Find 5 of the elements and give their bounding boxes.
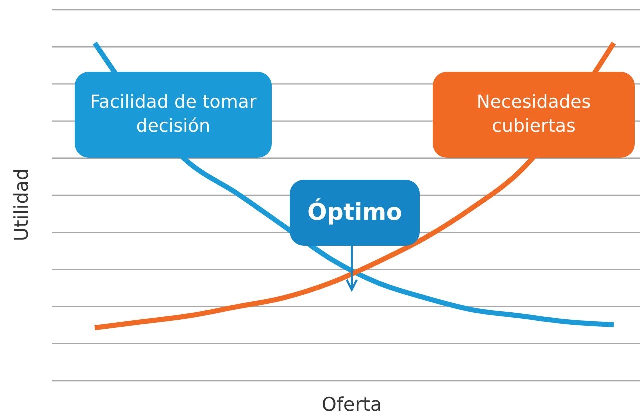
y-axis-title: Utilidad [11, 168, 33, 242]
callout-box: Necesidades cubiertas [433, 72, 635, 158]
annotation: Óptimo [290, 180, 420, 246]
callout-box: Facilidad de tomar decisión [75, 72, 272, 158]
x-axis-title: Oferta [322, 394, 382, 416]
